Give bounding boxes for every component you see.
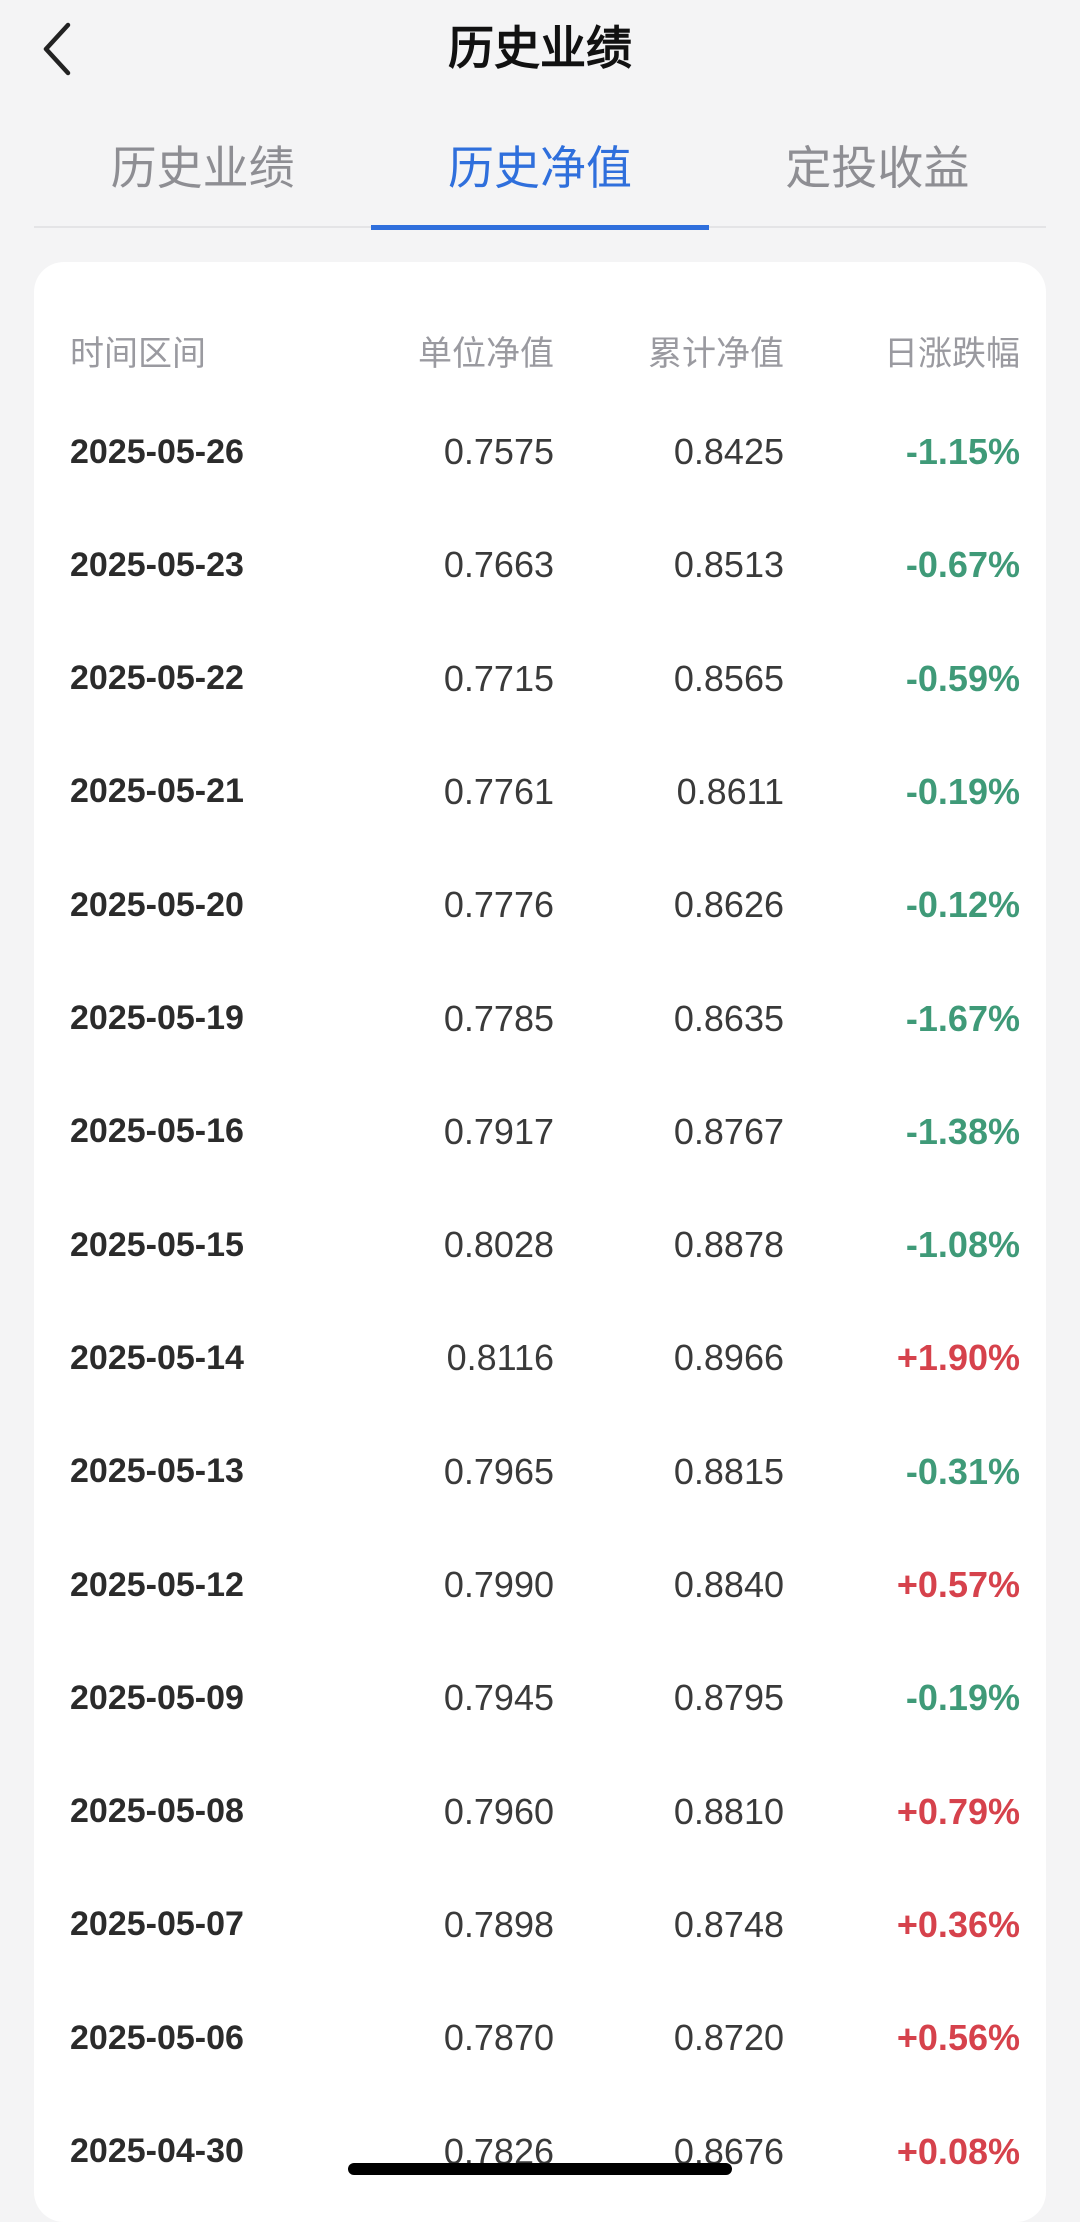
cell-daily-change: -0.19% xyxy=(905,1677,1020,1719)
table-row[interactable]: 2025-05-22 0.7715 0.8565 -0.59% xyxy=(70,639,1040,719)
cell-daily-change: +1.90% xyxy=(896,1337,1020,1379)
cell-unit-nav: 0.7870 xyxy=(443,2017,554,2059)
table-header-row: 时间区间 单位净值 累计净值 日涨跌幅 xyxy=(70,310,1040,390)
cell-unit-nav: 0.7965 xyxy=(443,1450,554,1492)
cell-unit-nav: 0.7715 xyxy=(443,657,554,699)
cell-acc-nav: 0.8720 xyxy=(673,2017,784,2059)
cell-acc-nav: 0.8626 xyxy=(673,884,784,926)
cell-acc-nav: 0.8815 xyxy=(673,1450,784,1492)
table-row[interactable]: 2025-05-15 0.8028 0.8878 -1.08% xyxy=(70,1205,1040,1285)
table-row[interactable]: 2025-05-09 0.7945 0.8795 -0.19% xyxy=(70,1658,1040,1738)
tab-bar: 历史业绩 历史净值 定投收益 xyxy=(34,120,1046,230)
column-header-daily-change: 日涨跌幅 xyxy=(884,334,1020,373)
table-row[interactable]: 2025-05-08 0.7960 0.8810 +0.79% xyxy=(70,1772,1040,1852)
cell-daily-change: -1.67% xyxy=(905,997,1020,1039)
cell-acc-nav: 0.8425 xyxy=(673,431,784,472)
cell-date: 2025-05-23 xyxy=(70,545,244,584)
cell-date: 2025-05-26 xyxy=(70,432,244,471)
cell-date: 2025-05-21 xyxy=(70,772,244,811)
cell-acc-nav: 0.8565 xyxy=(673,657,784,699)
cell-date: 2025-05-20 xyxy=(70,885,244,924)
cell-unit-nav: 0.7945 xyxy=(443,1677,554,1719)
column-header-date: 时间区间 xyxy=(70,334,206,373)
cell-unit-nav: 0.7575 xyxy=(443,431,554,472)
table-row[interactable]: 2025-05-23 0.7663 0.8513 -0.67% xyxy=(70,525,1040,605)
cell-daily-change: +0.57% xyxy=(896,1564,1020,1605)
cell-daily-change: +0.08% xyxy=(896,2130,1020,2172)
table-row[interactable]: 2025-05-26 0.7575 0.8425 -1.15% xyxy=(70,412,1040,492)
cell-date: 2025-04-30 xyxy=(70,2132,244,2170)
cell-unit-nav: 0.7960 xyxy=(443,1790,554,1832)
cell-daily-change: +0.79% xyxy=(896,1790,1020,1832)
table-row[interactable]: 2025-05-13 0.7965 0.8815 -0.31% xyxy=(70,1432,1040,1512)
cell-daily-change: -1.38% xyxy=(905,1110,1020,1152)
tab-history-performance[interactable]: 历史业绩 xyxy=(110,142,295,194)
home-indicator xyxy=(348,2163,732,2175)
page-title: 历史业绩 xyxy=(448,22,632,74)
table-row[interactable]: 2025-05-14 0.8116 0.8966 +1.90% xyxy=(70,1318,1040,1398)
cell-date: 2025-05-22 xyxy=(70,659,244,698)
nav-table-card: 时间区间 单位净值 累计净值 日涨跌幅 2025-05-26 0.7575 0.84… xyxy=(34,262,1046,2222)
cell-daily-change: -0.12% xyxy=(905,884,1020,926)
tab-sip-returns[interactable]: 定投收益 xyxy=(785,142,970,194)
header-bar: 历史业绩 xyxy=(0,0,1080,100)
cell-acc-nav: 0.8635 xyxy=(673,997,784,1039)
column-header-unit-nav: 单位净值 xyxy=(418,334,554,373)
cell-daily-change: -0.19% xyxy=(905,770,1020,812)
table-row[interactable]: 2025-05-21 0.7761 0.8611 -0.19% xyxy=(70,752,1040,832)
cell-acc-nav: 0.8966 xyxy=(673,1337,784,1379)
table-row[interactable]: 2025-05-19 0.7785 0.8635 -1.67% xyxy=(70,979,1040,1059)
cell-acc-nav: 0.8795 xyxy=(673,1677,784,1719)
cell-date: 2025-05-09 xyxy=(70,1678,244,1717)
cell-acc-nav: 0.8748 xyxy=(673,1903,784,1945)
cell-daily-change: -0.67% xyxy=(905,544,1020,586)
cell-date: 2025-05-15 xyxy=(70,1225,244,1264)
cell-daily-change: -0.31% xyxy=(905,1450,1020,1492)
cell-unit-nav: 0.7776 xyxy=(443,884,554,926)
table-row[interactable]: 2025-05-07 0.7898 0.8748 +0.36% xyxy=(70,1885,1040,1965)
cell-acc-nav: 0.8878 xyxy=(673,1224,784,1266)
table-row[interactable]: 2025-05-06 0.7870 0.8720 +0.56% xyxy=(70,1998,1040,2078)
cell-unit-nav: 0.7990 xyxy=(443,1564,554,1605)
tab-history-nav[interactable]: 历史净值 xyxy=(371,120,709,230)
cell-acc-nav: 0.8810 xyxy=(673,1790,784,1832)
chevron-left-icon xyxy=(43,22,71,76)
cell-unit-nav: 0.7785 xyxy=(443,997,554,1039)
cell-daily-change: -0.59% xyxy=(905,657,1020,699)
cell-unit-nav: 0.7898 xyxy=(443,1903,554,1945)
cell-date: 2025-05-16 xyxy=(70,1112,244,1151)
cell-unit-nav: 0.7761 xyxy=(443,770,554,812)
cell-daily-change: +0.36% xyxy=(896,1903,1020,1945)
cell-acc-nav: 0.8840 xyxy=(673,1564,784,1605)
cell-date: 2025-05-19 xyxy=(70,999,244,1037)
cell-daily-change: -1.08% xyxy=(905,1224,1020,1266)
cell-acc-nav: 0.8767 xyxy=(673,1110,784,1152)
cell-date: 2025-05-12 xyxy=(70,1565,244,1604)
cell-date: 2025-05-08 xyxy=(70,1792,244,1831)
cell-unit-nav: 0.8028 xyxy=(443,1224,554,1266)
cell-unit-nav: 0.7663 xyxy=(443,544,554,586)
cell-daily-change: +0.56% xyxy=(896,2017,1020,2059)
cell-date: 2025-05-14 xyxy=(70,1338,244,1377)
cell-date: 2025-05-13 xyxy=(70,1452,244,1491)
cell-unit-nav: 0.7917 xyxy=(443,1110,554,1152)
table-row[interactable]: 2025-05-20 0.7776 0.8626 -0.12% xyxy=(70,865,1040,945)
back-button[interactable] xyxy=(40,14,100,84)
table-row[interactable]: 2025-05-16 0.7917 0.8767 -1.38% xyxy=(70,1092,1040,1172)
cell-acc-nav: 0.8611 xyxy=(676,770,784,812)
cell-unit-nav: 0.8116 xyxy=(446,1337,554,1379)
cell-acc-nav: 0.8513 xyxy=(673,544,784,586)
cell-date: 2025-05-07 xyxy=(70,1905,244,1944)
cell-date: 2025-05-06 xyxy=(70,2018,244,2057)
cell-daily-change: -1.15% xyxy=(905,431,1020,472)
table-row[interactable]: 2025-05-12 0.7990 0.8840 +0.57% xyxy=(70,1545,1040,1625)
table-row[interactable]: 2025-04-30 0.7826 0.8676 +0.08% xyxy=(70,2112,1040,2192)
column-header-acc-nav: 累计净值 xyxy=(648,334,784,373)
